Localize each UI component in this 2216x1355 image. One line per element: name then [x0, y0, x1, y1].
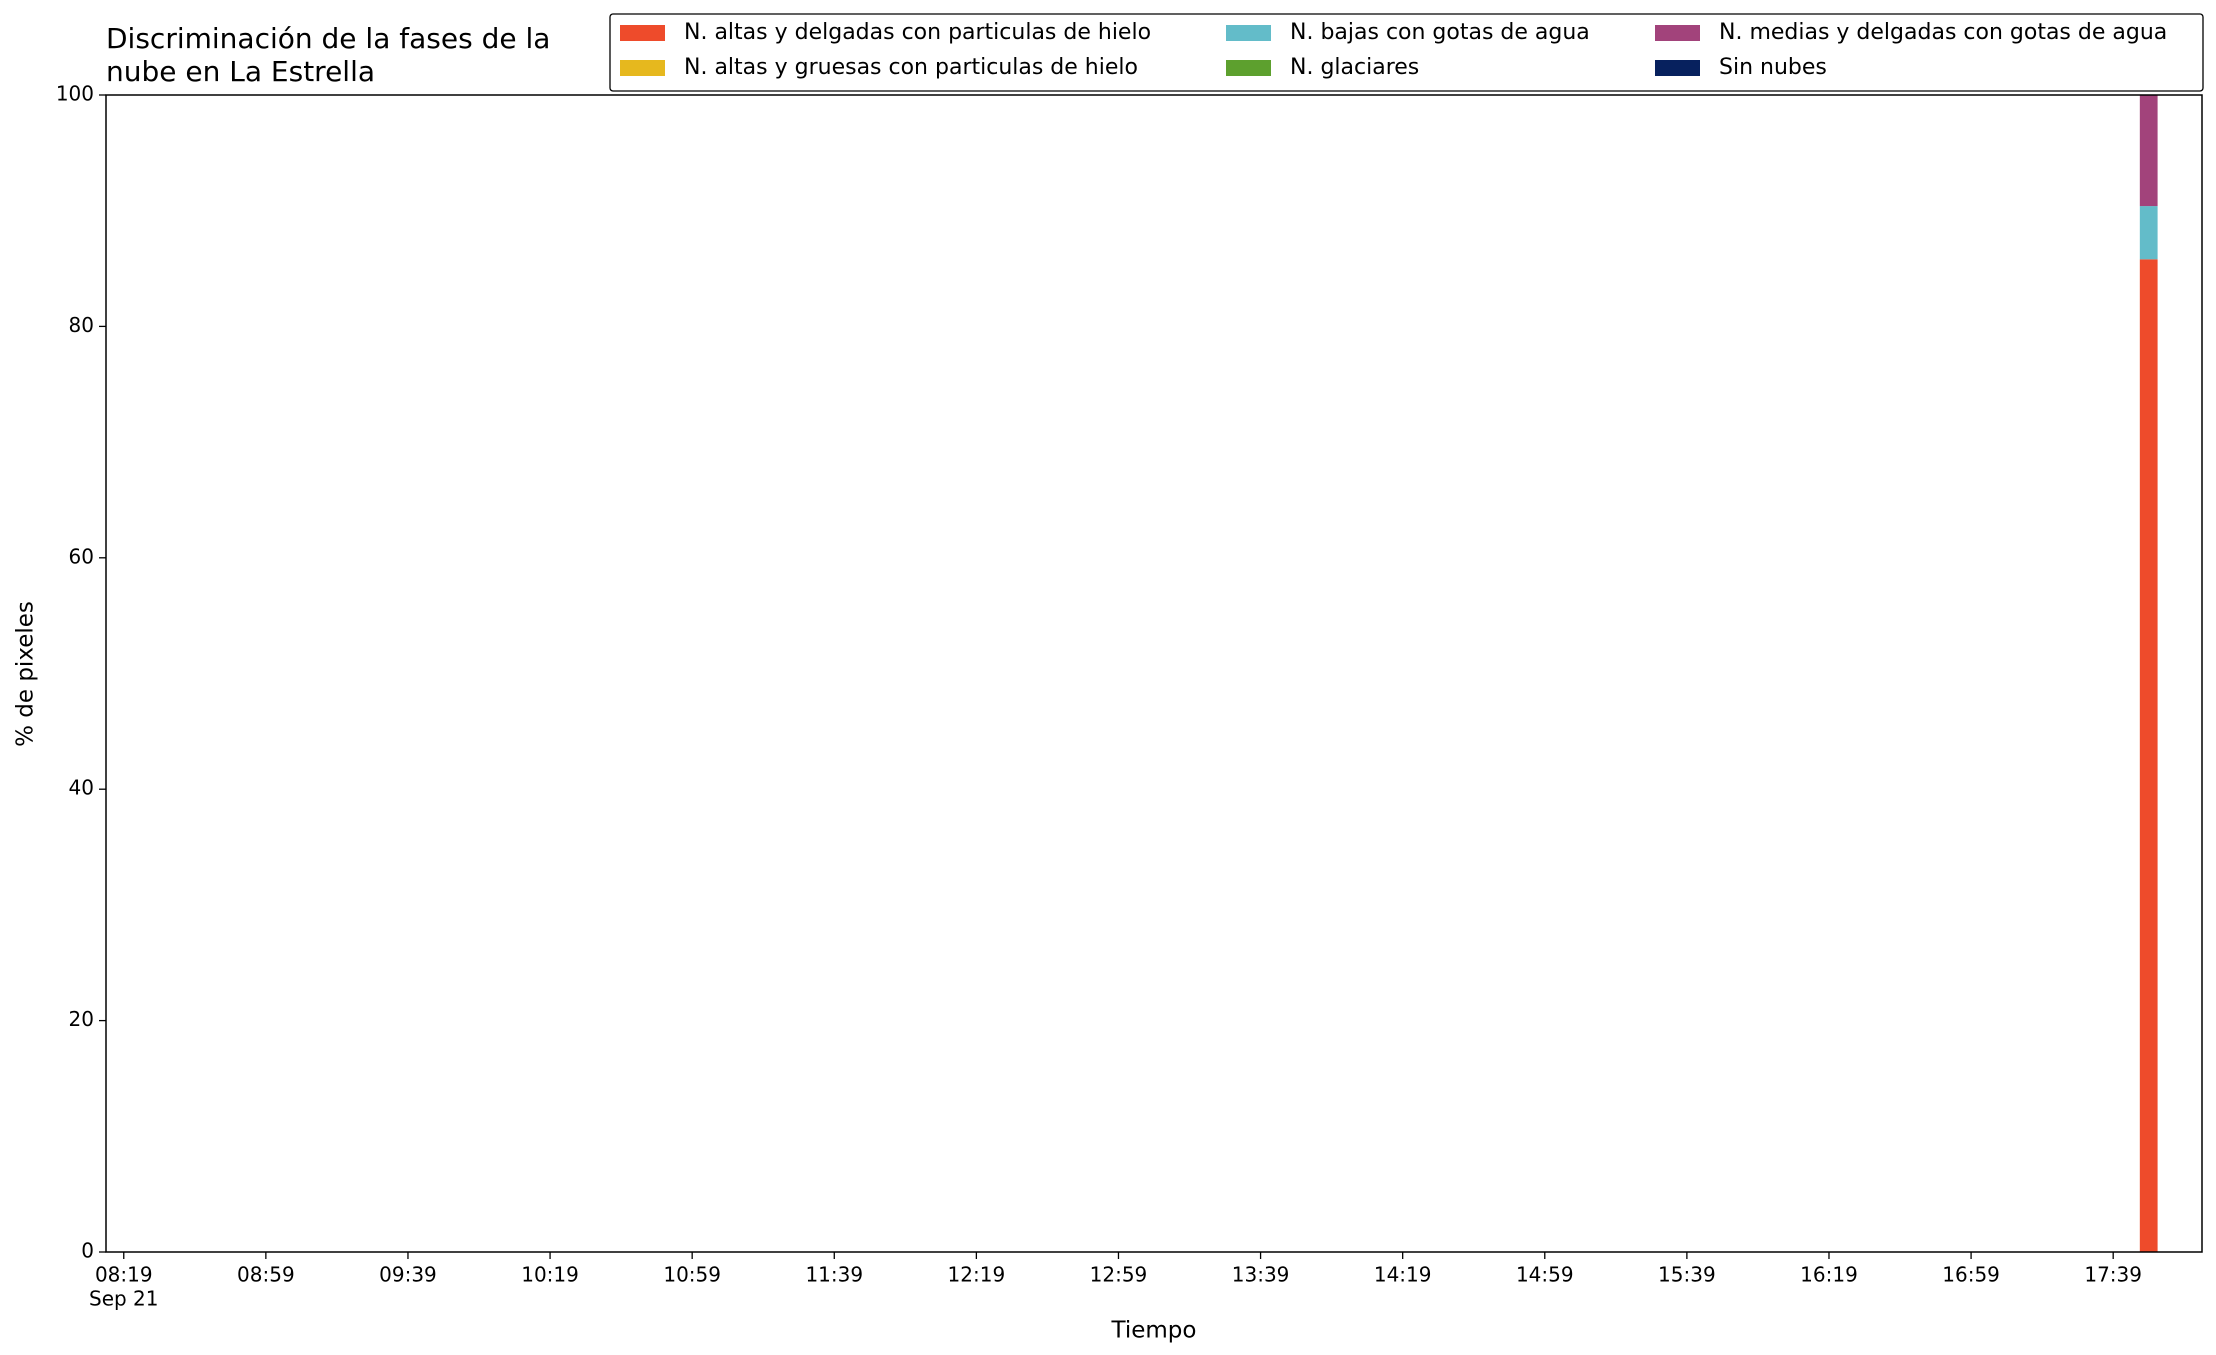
x-tick-label: 11:39: [805, 1263, 863, 1287]
legend-label: N. medias y delgadas con gotas de agua: [1719, 20, 2167, 45]
x-tick-label: 10:19: [521, 1263, 579, 1287]
y-tick-label: 80: [69, 313, 94, 337]
x-tick-label: 17:39: [2084, 1263, 2142, 1287]
x-date-label: Sep 21: [89, 1287, 159, 1311]
x-tick-label: 08:19: [95, 1263, 153, 1287]
x-tick-label: 09:39: [379, 1263, 437, 1287]
x-tick-label: 16:19: [1800, 1263, 1858, 1287]
legend-swatch: [620, 25, 665, 41]
y-tick-label: 0: [81, 1239, 94, 1263]
legend-swatch: [620, 60, 665, 76]
y-tick-label: 60: [69, 544, 94, 568]
bar-segment: [2139, 206, 2158, 260]
chart-title: nube en La Estrella: [106, 55, 375, 88]
x-tick-label: 14:19: [1374, 1263, 1432, 1287]
y-tick-label: 20: [69, 1007, 94, 1031]
bar-segment: [2139, 95, 2158, 207]
x-tick-label: 16:59: [1942, 1263, 2000, 1287]
x-tick-label: 08:59: [237, 1263, 295, 1287]
y-tick-label: 100: [56, 82, 94, 106]
x-tick-label: 10:59: [663, 1263, 721, 1287]
bar-segment: [2139, 259, 2158, 1252]
legend-label: N. altas y gruesas con particulas de hie…: [684, 55, 1138, 80]
x-tick-label: 13:39: [1232, 1263, 1290, 1287]
x-tick-label: 15:39: [1658, 1263, 1716, 1287]
legend-swatch: [1226, 60, 1271, 76]
y-axis-label: % de pixeles: [13, 601, 39, 747]
legend-label: N. glaciares: [1290, 55, 1419, 80]
legend-swatch: [1655, 60, 1700, 76]
y-tick-label: 40: [69, 776, 94, 800]
plot-frame: [105, 94, 2203, 1253]
x-tick-label: 12:19: [948, 1263, 1006, 1287]
x-tick-label: 14:59: [1516, 1263, 1574, 1287]
chart-title: Discriminación de la fases de la: [106, 22, 550, 55]
legend-swatch: [1226, 25, 1271, 41]
legend-label: N. bajas con gotas de agua: [1290, 20, 1590, 45]
legend-box: [609, 13, 2204, 92]
x-axis-label: Tiempo: [1111, 1318, 1197, 1344]
legend-label: N. altas y delgadas con particulas de hi…: [684, 20, 1151, 45]
x-tick-label: 12:59: [1090, 1263, 1148, 1287]
legend-swatch: [1655, 25, 1700, 41]
legend-label: Sin nubes: [1719, 55, 1827, 80]
